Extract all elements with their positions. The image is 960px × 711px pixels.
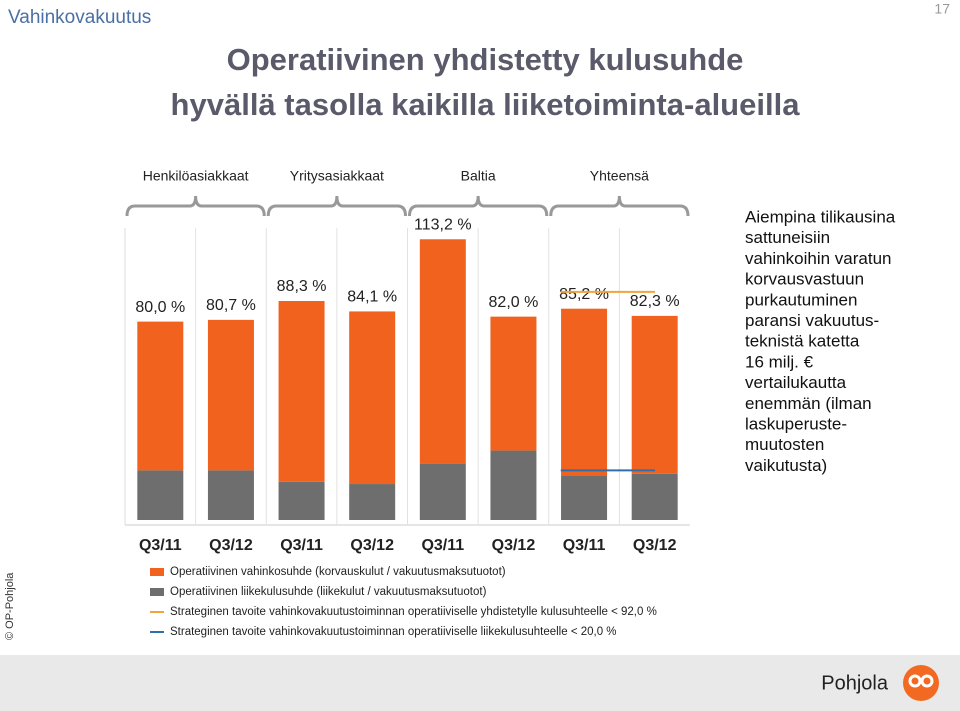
logo-mark: [908, 674, 922, 688]
x-tick-label: Q3/11: [421, 537, 464, 554]
bar-segment: [137, 470, 184, 520]
bar-segment: [137, 321, 184, 471]
note-line: Aiempina tilikausina: [745, 207, 896, 226]
x-tick-label: Q3/12: [350, 537, 394, 554]
bar-segment: [419, 463, 466, 520]
section-title: Vahinkovakuutus: [8, 7, 151, 28]
note-line: 16 milj. €: [745, 352, 814, 371]
bar-segment: [631, 315, 678, 474]
bar-segment: [490, 450, 537, 520]
total-label: 113,2 %: [414, 216, 472, 233]
bar-segment: [349, 311, 396, 485]
x-tick-label: Q3/11: [280, 537, 323, 554]
logo-mark: [920, 674, 934, 688]
group-label: Yhteensä: [590, 168, 649, 184]
group-brace: [408, 195, 549, 217]
x-tick-label: Q3/12: [209, 537, 253, 554]
total-label: 88,3 %: [277, 278, 327, 295]
group-label: Henkilöasiakkaat: [143, 168, 249, 184]
group-label: Baltia: [461, 168, 496, 184]
bar-segment: [561, 308, 608, 476]
legend-label: Strateginen tavoite vahinkovakuutustoimi…: [170, 626, 617, 638]
note-line: laskuperuste-: [745, 414, 847, 433]
legend-swatch: [150, 568, 164, 576]
bar-segment: [561, 475, 608, 520]
title-line: Operatiivinen yhdistetty kulusuhde: [227, 42, 744, 77]
note-line: paransi vakuutus-: [745, 311, 879, 330]
note-line: enemmän (ilman: [745, 394, 872, 413]
note-line: korvausvastuun: [745, 270, 864, 289]
legend-label: Operatiivinen liikekulusuhde (liikekulut…: [170, 586, 487, 598]
bar-segment: [278, 481, 325, 520]
bar-segment: [207, 470, 254, 520]
bar-segment: [278, 301, 325, 482]
note-line: sattuneisiin: [745, 228, 830, 247]
note-line: vaikutusta): [745, 456, 827, 475]
group-brace: [125, 195, 266, 217]
bar-segment: [349, 484, 396, 520]
copyright: © OP-Pohjola: [4, 572, 16, 640]
total-label: 85,2 %: [559, 286, 609, 303]
group-brace: [549, 195, 690, 217]
x-tick-label: Q3/11: [563, 537, 606, 554]
footer-band: [0, 655, 960, 711]
total-label: 80,0 %: [135, 299, 185, 316]
brand: Pohjola: [821, 672, 889, 694]
x-tick-label: Q3/11: [139, 537, 182, 554]
legend-label: Strateginen tavoite vahinkovakuutustoimi…: [170, 606, 657, 618]
bar-segment: [419, 239, 466, 464]
note-line: vahinkoihin varatun: [745, 249, 891, 268]
x-tick-label: Q3/12: [633, 537, 677, 554]
page-number: 17: [934, 1, 950, 17]
total-label: 84,1 %: [347, 289, 397, 306]
bar-segment: [631, 473, 678, 520]
total-label: 82,3 %: [630, 293, 680, 310]
total-label: 80,7 %: [206, 297, 256, 314]
x-tick-label: Q3/12: [492, 537, 536, 554]
note-line: purkautuminen: [745, 290, 857, 309]
title-line: hyvällä tasolla kaikilla liiketoiminta-a…: [171, 87, 801, 122]
legend-label: Operatiivinen vahinkosuhde (korvauskulut…: [170, 566, 506, 578]
note-line: teknistä katetta: [745, 332, 860, 351]
bar-segment: [490, 316, 537, 451]
note-line: muutosten: [745, 435, 824, 454]
legend-swatch: [150, 588, 164, 596]
total-label: 82,0 %: [489, 294, 539, 311]
note-line: vertailukautta: [745, 373, 847, 392]
group-label: Yritysasiakkaat: [290, 168, 384, 184]
group-brace: [266, 195, 407, 217]
bar-segment: [207, 319, 254, 471]
